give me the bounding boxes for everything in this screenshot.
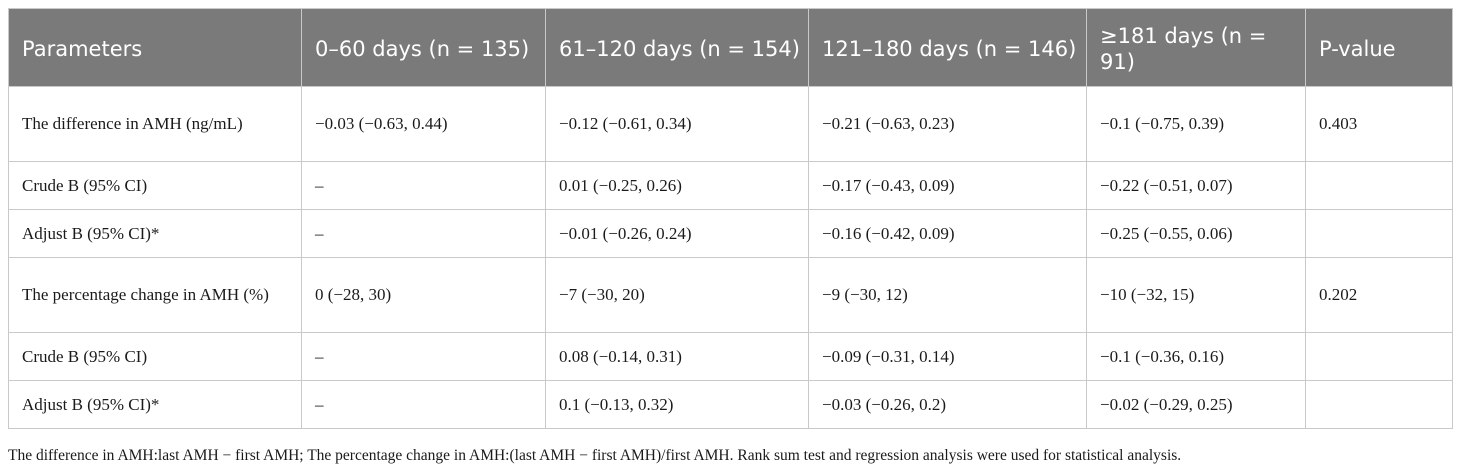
table-cell: −7 (−30, 20)	[545, 257, 809, 333]
table-cell: –	[301, 161, 546, 210]
table-row: The difference in AMH (ng/mL) −0.03 (−0.…	[8, 86, 1453, 162]
table-cell: –	[301, 332, 546, 381]
table-cell: −0.25 (−0.55, 0.06)	[1086, 209, 1306, 258]
table-cell: −0.1 (−0.75, 0.39)	[1086, 86, 1306, 162]
table-container: Parameters 0–60 days (n = 135) 61–120 da…	[8, 8, 1453, 429]
header-cell-p-value: P-value	[1305, 8, 1453, 87]
table-footnote: The difference in AMH:last AMH − first A…	[8, 447, 1182, 464]
table-cell: −0.21 (−0.63, 0.23)	[808, 86, 1087, 162]
row-label: Adjust B (95% CI)*	[8, 380, 302, 429]
table-cell: –	[301, 209, 546, 258]
row-label: Crude B (95% CI)	[8, 161, 302, 210]
table-cell: –	[301, 380, 546, 429]
row-label: Crude B (95% CI)	[8, 332, 302, 381]
table-cell: −0.16 (−0.42, 0.09)	[808, 209, 1087, 258]
table-cell: 0 (−28, 30)	[301, 257, 546, 333]
table-cell: −10 (−32, 15)	[1086, 257, 1306, 333]
table-row: Adjust B (95% CI)* – 0.1 (−0.13, 0.32) −…	[8, 380, 1453, 429]
table-cell: −0.03 (−0.26, 0.2)	[808, 380, 1087, 429]
header-cell-0-60-days: 0–60 days (n = 135)	[301, 8, 546, 87]
header-cell-61-120-days: 61–120 days (n = 154)	[545, 8, 809, 87]
table-cell: −0.01 (−0.26, 0.24)	[545, 209, 809, 258]
row-label: The difference in AMH (ng/mL)	[8, 86, 302, 162]
header-cell-parameters: Parameters	[8, 8, 302, 87]
p-value-cell	[1305, 380, 1453, 429]
header-row: Parameters 0–60 days (n = 135) 61–120 da…	[8, 8, 1453, 87]
header-cell-121-180-days: 121–180 days (n = 146)	[808, 8, 1087, 87]
table-cell: −0.02 (−0.29, 0.25)	[1086, 380, 1306, 429]
results-table: Parameters 0–60 days (n = 135) 61–120 da…	[8, 8, 1453, 429]
table-cell: −0.22 (−0.51, 0.07)	[1086, 161, 1306, 210]
table-cell: −0.1 (−0.36, 0.16)	[1086, 332, 1306, 381]
table-cell: −0.03 (−0.63, 0.44)	[301, 86, 546, 162]
table-cell: −0.12 (−0.61, 0.34)	[545, 86, 809, 162]
p-value-cell: 0.403	[1305, 86, 1453, 162]
table-row: Crude B (95% CI) – 0.08 (−0.14, 0.31) −0…	[8, 332, 1453, 381]
row-label: The percentage change in AMH (%)	[8, 257, 302, 333]
p-value-cell	[1305, 161, 1453, 210]
table-cell: 0.1 (−0.13, 0.32)	[545, 380, 809, 429]
header-cell-181-days: ≥181 days (n = 91)	[1086, 8, 1306, 87]
table-cell: −0.09 (−0.31, 0.14)	[808, 332, 1087, 381]
table-row: The percentage change in AMH (%) 0 (−28,…	[8, 257, 1453, 333]
table-row: Crude B (95% CI) – 0.01 (−0.25, 0.26) −0…	[8, 161, 1453, 210]
table-cell: 0.01 (−0.25, 0.26)	[545, 161, 809, 210]
p-value-cell	[1305, 332, 1453, 381]
table-cell: 0.08 (−0.14, 0.31)	[545, 332, 809, 381]
p-value-cell: 0.202	[1305, 257, 1453, 333]
table-cell: −9 (−30, 12)	[808, 257, 1087, 333]
row-label: Adjust B (95% CI)*	[8, 209, 302, 258]
p-value-cell	[1305, 209, 1453, 258]
table-cell: −0.17 (−0.43, 0.09)	[808, 161, 1087, 210]
table-row: Adjust B (95% CI)* – −0.01 (−0.26, 0.24)…	[8, 209, 1453, 258]
